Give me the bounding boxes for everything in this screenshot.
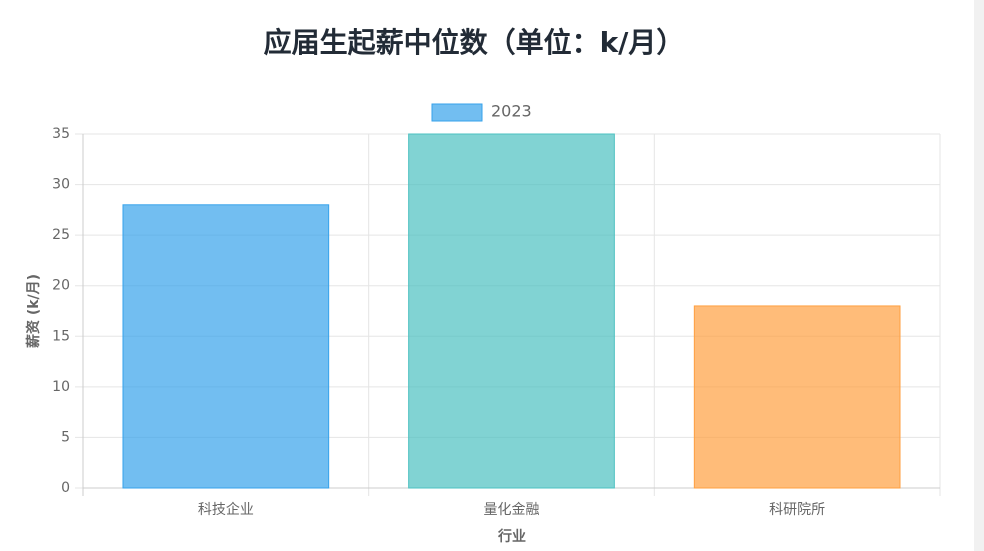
chart-title: 应届生起薪中位数（单位：k/月） [264, 26, 685, 59]
y-tick-label: 30 [52, 177, 70, 193]
x-tick-label: 科技企业 [198, 501, 254, 518]
scrollbar-track [974, 0, 984, 551]
y-tick-label: 15 [52, 328, 70, 344]
x-tick-label: 科研院所 [769, 502, 825, 518]
legend-swatch [431, 103, 483, 122]
bar [408, 133, 615, 489]
bar [693, 305, 901, 489]
x-axis-label: 行业 [497, 528, 526, 545]
x-tick-label: 量化金融 [484, 502, 540, 518]
y-tick-label: 20 [52, 278, 70, 294]
bar [122, 204, 330, 489]
y-tick-label: 0 [61, 480, 70, 496]
y-tick-label: 10 [52, 379, 70, 395]
y-axis-label: 薪资 (k/月) [25, 274, 42, 348]
legend-label: 2023 [491, 102, 532, 121]
y-tick-label: 25 [52, 227, 70, 243]
y-tick-label: 35 [52, 126, 70, 142]
y-tick-label: 5 [61, 429, 70, 445]
